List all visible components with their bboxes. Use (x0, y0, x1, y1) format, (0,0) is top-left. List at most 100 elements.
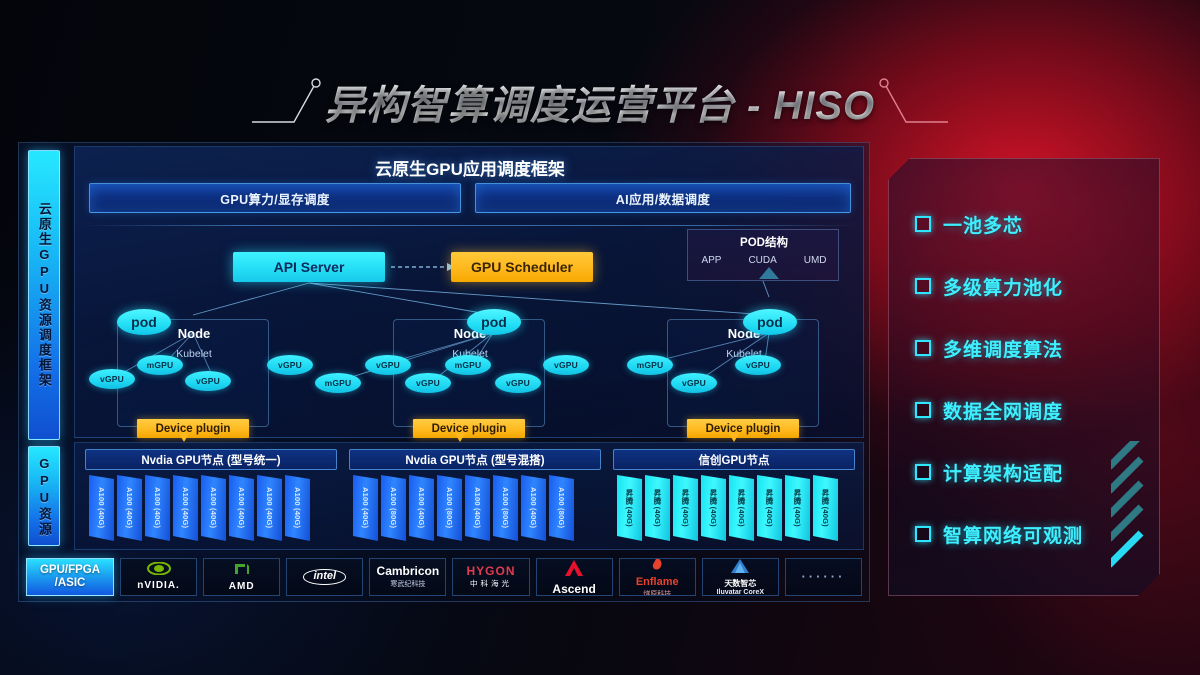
gpu-group-2-head[interactable]: Nvdia GPU节点 (型号混搭) (349, 449, 601, 470)
pod-pill-3[interactable]: pod (743, 309, 797, 335)
gpu-card-3-3[interactable]: 昇腾 (40G) (673, 475, 698, 541)
top-bar-gpu-compute[interactable]: GPU算力/显存调度 (89, 183, 461, 213)
gpu-pill-2-1[interactable]: mGPU (315, 373, 361, 393)
pod-pill-1[interactable]: pod (117, 309, 171, 335)
gpu-pill-3-3[interactable]: vGPU (735, 355, 781, 375)
device-plugin-3-label: Device plugin (705, 422, 781, 435)
gpu-card-label: 昇腾 (40G) (793, 489, 802, 527)
decorative-stripes-icon (1111, 441, 1145, 573)
vendor-ascend[interactable]: Ascend (535, 558, 613, 596)
checkbox-square-icon[interactable] (915, 340, 931, 356)
feature-item-1[interactable]: 一池多芯 (915, 193, 1159, 255)
vendor-nvidia[interactable]: nVIDIA. (120, 558, 198, 596)
vendor-dots[interactable]: ······ (784, 558, 862, 596)
gpu-card-3-4[interactable]: 昇腾 (40G) (701, 475, 726, 541)
gpu-pill-1-3[interactable]: vGPU (185, 371, 231, 391)
gpu-card-2-3[interactable]: A100 (40G) (409, 475, 434, 541)
vendor-accent-name: GPU/FPGA/ASIC (39, 564, 101, 589)
feature-item-3-label: 多维调度算法 (943, 339, 1064, 361)
gpu-card-label: 昇腾 (40G) (709, 489, 718, 527)
gpu-card-1-6[interactable]: A100 (40G) (229, 475, 254, 541)
gpu-card-label: A100 (80G) (389, 487, 398, 529)
device-plugin-2[interactable]: Device plugin (413, 419, 525, 438)
gpu-card-1-3[interactable]: A100 (40G) (145, 475, 170, 541)
feature-item-5[interactable]: 计算架构适配 (915, 441, 1159, 503)
gpu-pill-3-2[interactable]: vGPU (671, 373, 717, 393)
gpu-card-label: A100 (80G) (557, 487, 566, 529)
gpu-card-1-4[interactable]: A100 (40G) (173, 475, 198, 541)
checkbox-square-icon[interactable] (915, 526, 931, 542)
gpu-card-3-8[interactable]: 昇腾 (40G) (813, 475, 838, 541)
vendor-iluvatar-name: 天数智芯 (724, 578, 757, 588)
gpu-card-label: 昇腾 (40G) (681, 489, 690, 527)
feature-item-3[interactable]: 多维调度算法 (915, 317, 1159, 379)
vendor-amd[interactable]: AMD (203, 558, 281, 596)
band-label-scheduling-framework: 云原生GPU资源调度框架 (28, 150, 60, 440)
gpu-card-3-5[interactable]: 昇腾 (40G) (729, 475, 754, 541)
pod-item-cuda: CUDA (748, 255, 777, 266)
feature-list: 一池多芯 多级算力池化多维调度算法数据全网调度 计算架构适配 智算网络可观测 (915, 193, 1159, 565)
gpu-card-2-4[interactable]: A100 (80G) (437, 475, 462, 541)
vendor-cambricon[interactable]: Cambricon 寒武纪科技 (369, 558, 447, 596)
gpu-group-1-label: Nvdia GPU节点 (型号统一) (141, 454, 281, 467)
gpu-card-2-1[interactable]: A100 (40G) (353, 475, 378, 541)
pod-pill-2[interactable]: pod (467, 309, 521, 335)
api-server-label: API Server (273, 259, 345, 275)
gpu-card-1-7[interactable]: A100 (40G) (257, 475, 282, 541)
gpu-card-1-8[interactable]: A100 (40G) (285, 475, 310, 541)
gpu-pill-3-1[interactable]: mGPU (627, 355, 673, 375)
vendor-hygon-name: HYGON (466, 563, 516, 578)
gpu-card-label: 昇腾 (40G) (765, 489, 774, 527)
checkbox-square-icon[interactable] (915, 216, 931, 232)
pod-pill-2-label: pod (481, 314, 507, 330)
vendor-amd-name: AMD (228, 580, 255, 592)
gpu-group-3-head[interactable]: 信创GPU节点 (613, 449, 855, 470)
checkbox-square-icon[interactable] (915, 402, 931, 418)
gpu-card-3-6[interactable]: 昇腾 (40G) (757, 475, 782, 541)
checkbox-square-icon[interactable] (915, 464, 931, 480)
api-server-box[interactable]: API Server (233, 252, 385, 282)
vendor-nvidia-name: nVIDIA. (137, 580, 180, 592)
gpu-group-1-head[interactable]: Nvdia GPU节点 (型号统一) (85, 449, 337, 470)
gpu-card-2-5[interactable]: A100 (40G) (465, 475, 490, 541)
gpu-card-2-2[interactable]: A100 (80G) (381, 475, 406, 541)
checkbox-square-icon[interactable] (915, 278, 931, 294)
band-label-scheduling-text: 云原生GPU资源调度框架 (36, 202, 52, 388)
gpu-card-3-2[interactable]: 昇腾 (40G) (645, 475, 670, 541)
feature-item-2[interactable]: 多级算力池化 (915, 255, 1159, 317)
gpu-card-2-8[interactable]: A100 (80G) (549, 475, 574, 541)
gpu-card-2-6[interactable]: A100 (80G) (493, 475, 518, 541)
gpu-pill-2-3[interactable]: mGPU (445, 355, 491, 375)
gpu-card-label: A100 (40G) (529, 487, 538, 529)
gpu-pill-2-2[interactable]: vGPU (365, 355, 411, 375)
gpu-card-1-2[interactable]: A100 (40G) (117, 475, 142, 541)
gpu-pill-label: vGPU (554, 360, 578, 370)
vendor-intel[interactable]: intel (286, 558, 364, 596)
device-plugin-1[interactable]: Device plugin (137, 419, 249, 438)
gpu-card-3-1[interactable]: 昇腾 (40G) (617, 475, 642, 541)
gpu-card-3-7[interactable]: 昇腾 (40G) (785, 475, 810, 541)
gpu-pill-2-6[interactable]: vGPU (543, 355, 589, 375)
gpu-pill-2-4[interactable]: vGPU (405, 373, 451, 393)
gpu-card-2-7[interactable]: A100 (40G) (521, 475, 546, 541)
gpu-pill-2-5[interactable]: vGPU (495, 373, 541, 393)
vendor-enflame-subtitle: 燧原科技 (643, 591, 672, 596)
gpu-pill-1-1[interactable]: vGPU (89, 369, 135, 389)
top-bar-ai-app[interactable]: AI应用/数据调度 (475, 183, 851, 213)
feature-item-6[interactable]: 智算网络可观测 (915, 503, 1159, 565)
feature-item-4[interactable]: 数据全网调度 (915, 379, 1159, 441)
gpu-card-1-1[interactable]: A100 (40G) (89, 475, 114, 541)
vendor-cambricon-name: Cambricon (376, 564, 440, 579)
gpu-pill-1-4[interactable]: vGPU (267, 355, 313, 375)
gpu-pill-label: vGPU (196, 376, 220, 386)
gpu-pill-1-2[interactable]: mGPU (137, 355, 183, 375)
band-label-resources-text: GPU资源 (36, 455, 52, 537)
device-plugin-3[interactable]: Device plugin (687, 419, 799, 438)
vendor-iluvatar[interactable]: 天数智芯 Iluvatar CoreX (701, 558, 779, 596)
vendor-iluvatar-subtitle: Iluvatar CoreX (716, 589, 765, 596)
gpu-scheduler-box[interactable]: GPU Scheduler (451, 252, 593, 282)
gpu-pill-label: vGPU (746, 360, 770, 370)
vendor-hygon[interactable]: HYGON 中科海光 (452, 558, 530, 596)
gpu-card-1-5[interactable]: A100 (40G) (201, 475, 226, 541)
vendor-enflame[interactable]: Enflame 燧原科技 (618, 558, 696, 596)
